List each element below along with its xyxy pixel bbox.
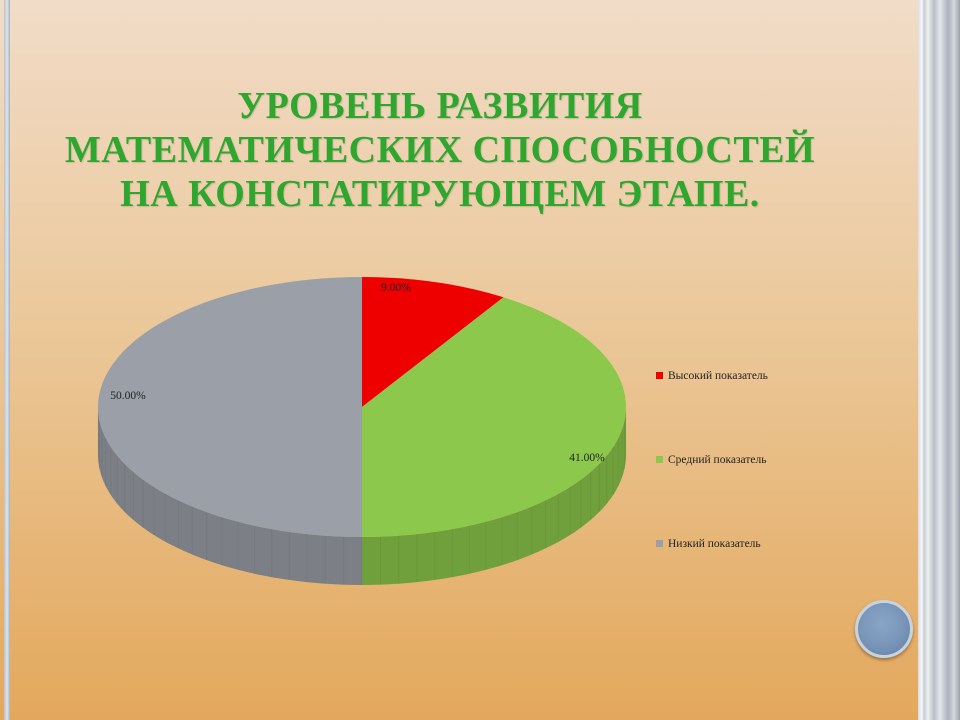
legend-swatch-low bbox=[656, 540, 663, 547]
legend-label-low: Низкий показатель bbox=[668, 538, 761, 550]
title-line-1: УРОВЕНЬ РАЗВИТИЯ bbox=[237, 85, 643, 127]
slide-frame-left bbox=[4, 0, 10, 720]
pie-side-low bbox=[98, 407, 362, 585]
pie-side-medium bbox=[362, 407, 626, 585]
slide-nav-button[interactable] bbox=[855, 600, 913, 658]
legend-swatch-high bbox=[656, 372, 663, 379]
title-line-2: МАТЕМАТИЧЕСКИХ СПОСОБНОСТЕЙ bbox=[64, 129, 816, 171]
data-label-low: 50.00% bbox=[110, 390, 146, 402]
title-line-3: НА КОНСТАТИРУЮЩЕМ ЭТАПЕ. bbox=[120, 173, 760, 215]
pie-slice-high bbox=[362, 277, 504, 407]
slide-frame-right bbox=[918, 0, 960, 720]
legend-label-medium: Средний показатель bbox=[668, 454, 767, 466]
slide-title: УРОВЕНЬ РАЗВИТИЯ МАТЕМАТИЧЕСКИХ СПОСОБНО… bbox=[40, 84, 840, 216]
legend-swatch-medium bbox=[656, 456, 663, 463]
legend-item-low: Низкий показатель bbox=[656, 538, 761, 550]
pie-slice-low bbox=[98, 277, 362, 537]
legend-label-high: Высокий показатель bbox=[668, 370, 768, 382]
pie-slice-medium bbox=[362, 297, 626, 537]
legend-item-high: Высокий показатель bbox=[656, 370, 768, 382]
data-label-high: 9.00% bbox=[381, 282, 411, 294]
legend-item-medium: Средний показатель bbox=[656, 454, 766, 466]
data-label-medium: 41.00% bbox=[569, 452, 605, 464]
